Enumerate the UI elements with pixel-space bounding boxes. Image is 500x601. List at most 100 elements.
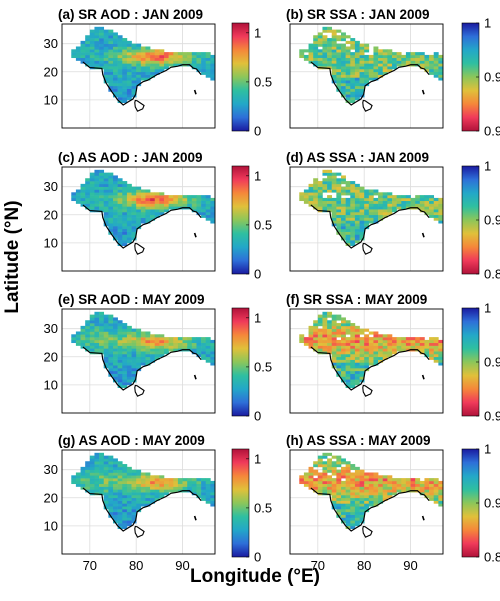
heatmap-cell [173,337,179,341]
heatmap-cell [350,217,356,221]
heatmap-cell [122,211,128,216]
heatmap-cell [168,54,174,59]
heatmap-cell [341,231,346,235]
heatmap-cell [80,466,86,470]
heatmap-cell [85,206,91,210]
heatmap-cell [71,195,77,199]
heatmap-cell [378,489,384,493]
heatmap-cell [140,57,146,61]
heatmap-cell [80,192,86,196]
heatmap-cell [117,83,123,87]
heatmap-cell [131,94,137,98]
heatmap-cell [341,472,346,476]
heatmap-cell [354,370,360,374]
heatmap-cell [401,197,407,202]
heatmap-cell [419,489,425,493]
heatmap-cell [205,478,211,482]
heatmap-cell [354,85,360,89]
heatmap-cell [401,60,407,64]
heatmap-cell [331,214,337,218]
heatmap-cell [387,475,393,479]
heatmap-cell [345,66,351,70]
heatmap-cell [327,43,333,47]
heatmap-cell [99,203,105,207]
heatmap-cell [382,497,388,501]
heatmap-cell [150,209,156,213]
heatmap-cell [308,57,314,61]
heatmap-cell [317,486,323,490]
heatmap-cell [164,54,169,59]
heatmap-cell [345,365,351,369]
heatmap-cell [108,226,114,230]
heatmap-cell [108,192,114,196]
heatmap-cell [410,486,416,490]
heatmap-cell [359,217,365,221]
heatmap-cell [350,63,356,67]
heatmap-cell [424,206,430,210]
heatmap-cell [117,520,123,524]
heatmap-cell [331,74,337,78]
heatmap-cell [210,503,215,507]
heatmap-cell [131,472,137,476]
heatmap-cell [387,486,393,490]
heatmap-cell [317,342,323,346]
heatmap-cell [103,469,109,473]
heatmap-cells [299,169,443,247]
y-tick-label: 30 [44,462,58,477]
heatmap-cell [359,203,365,207]
heatmap-cell [350,203,356,207]
heatmap-cell [75,52,81,56]
heatmap-cell [331,209,337,213]
heatmap-cell [182,203,188,207]
heatmap-cell [205,348,211,352]
heatmap-cell [196,211,202,216]
heatmap-cell [126,351,132,355]
heatmap-cell [159,49,165,53]
heatmap-cell [405,197,411,202]
colorbar [231,22,250,132]
heatmap-cell [317,334,323,338]
heatmap-cell [433,339,439,344]
heatmap-cell [136,195,142,199]
heatmap-cell [113,503,118,507]
heatmap-cell [354,223,360,227]
heatmap-cell [117,181,123,185]
heatmap-cell [345,237,351,241]
heatmap-cell [94,320,100,324]
heatmap-cell [122,466,128,470]
heatmap-cell [396,60,402,64]
heatmap-cell [345,348,351,352]
heatmap-cell [108,461,114,465]
heatmap-cell [205,74,211,78]
heatmap-cell [345,494,351,499]
heatmap-cell [350,237,356,241]
heatmap-cell [103,325,109,329]
heatmap-cell [108,29,114,33]
heatmap-cell [317,206,323,210]
heatmap-cell [322,323,328,327]
heatmap-cell [336,57,342,61]
heatmap-cell [145,220,151,224]
heatmap-cell [159,486,165,490]
heatmap-cell [382,214,388,218]
heatmap-cell [154,339,160,344]
heatmap-cell [336,46,342,50]
heatmap-cell [331,353,337,358]
heatmap-cell [117,217,123,221]
heatmap-cell [159,200,165,204]
heatmap-cell [327,478,333,482]
heatmap-cell [378,334,384,338]
heatmap-cell [94,331,100,335]
heatmap-cell [392,200,397,204]
heatmap-cell [126,478,132,482]
heatmap-cell [136,71,142,75]
heatmap-cell [336,464,342,468]
heatmap-cell [154,348,160,352]
heatmap-cell [187,483,193,487]
heatmap-cell [419,486,425,490]
heatmap-cell [154,475,160,479]
heatmap-cell [85,49,91,53]
heatmap-cell [126,365,132,369]
heatmap-cell [89,339,95,344]
